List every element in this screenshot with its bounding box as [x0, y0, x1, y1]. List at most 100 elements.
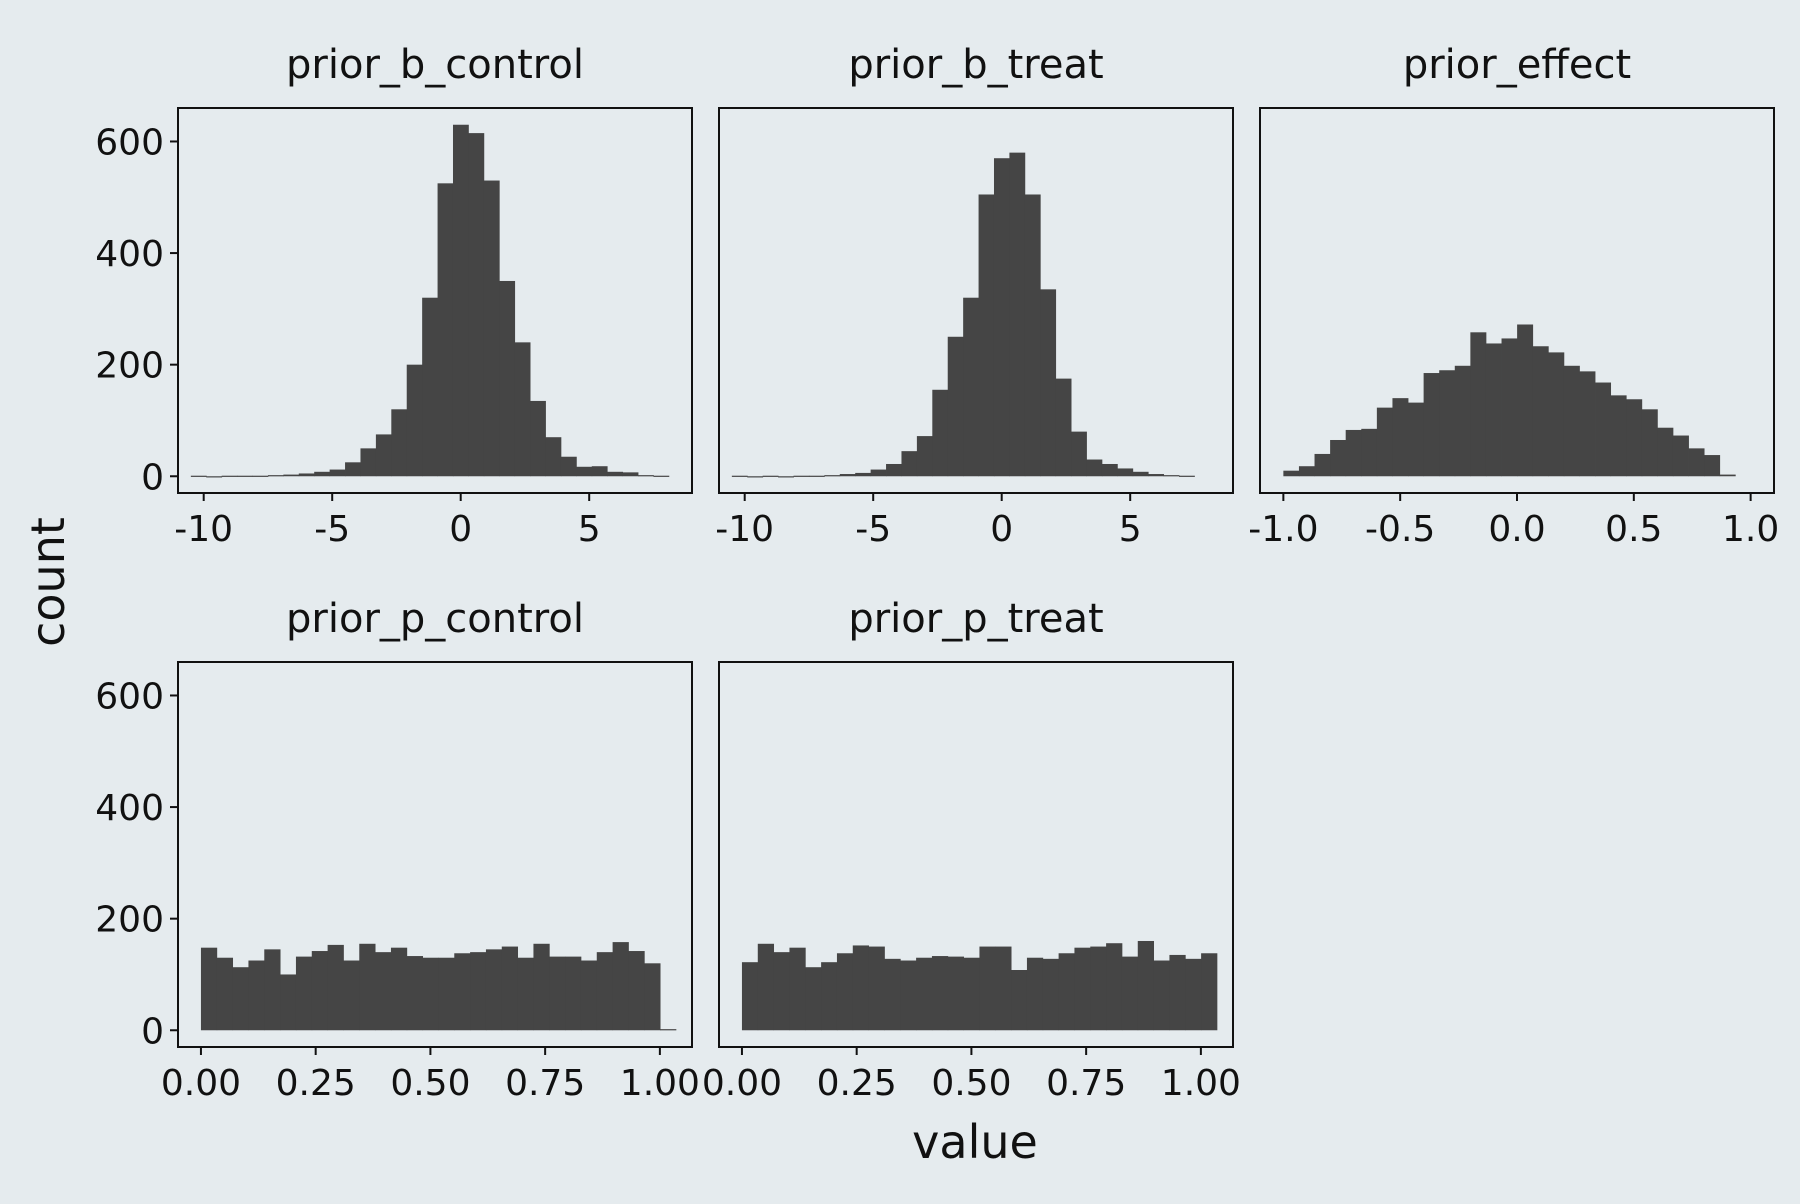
histogram-bar	[545, 437, 562, 477]
histogram-bar	[932, 389, 949, 477]
histogram-bar	[963, 957, 980, 1031]
histogram-bar	[1011, 970, 1028, 1031]
histogram-bar	[1361, 428, 1378, 477]
histogram-bar	[1314, 453, 1331, 477]
histogram-bar	[762, 475, 779, 477]
histogram-bar	[591, 466, 608, 477]
histogram-bar	[1657, 427, 1674, 477]
histogram-bar	[1009, 152, 1026, 477]
x-tick-label: -10	[174, 509, 233, 550]
histogram-bar	[517, 957, 534, 1031]
histogram-bar	[1179, 475, 1195, 477]
histogram-bar	[1101, 463, 1118, 477]
histogram-bar	[1185, 958, 1202, 1031]
histogram-bar	[1470, 332, 1487, 477]
histogram-bar	[1485, 343, 1502, 477]
histogram-bar	[1719, 474, 1736, 477]
histogram-bar	[979, 946, 996, 1031]
histogram-bar	[1408, 402, 1425, 477]
y-tick-label: 600	[95, 122, 164, 163]
histogram-bar	[422, 297, 438, 477]
histogram-bar	[549, 956, 566, 1031]
panel-title: prior_b_treat	[848, 42, 1103, 88]
panel-prior_b_control: prior_b_control 0 200 400 600 -10 -5 0 5	[95, 42, 693, 550]
histogram-bar	[437, 183, 454, 477]
histogram-bar	[836, 953, 854, 1031]
histogram-bar	[638, 475, 654, 477]
histogram-bar	[267, 475, 284, 477]
histogram-bars	[731, 152, 1195, 478]
histogram-bar	[295, 956, 313, 1031]
histogram-bar	[808, 475, 825, 477]
histogram-bar	[1201, 953, 1218, 1031]
histogram-bar	[560, 456, 577, 477]
histogram-bar	[1071, 431, 1087, 477]
histogram-bar	[1454, 365, 1471, 477]
x-tick-label: 0.00	[161, 1063, 241, 1104]
x-tick-label: 1.00	[1161, 1063, 1241, 1104]
histogram-bar	[406, 364, 423, 477]
histogram-bar	[1106, 943, 1123, 1031]
y-tick-label: 0	[141, 1011, 164, 1052]
histogram-bar	[963, 297, 979, 477]
histogram-bar	[1298, 466, 1315, 477]
histogram-bar	[580, 960, 598, 1031]
histogram-bar	[1563, 365, 1580, 477]
histogram-bar	[248, 960, 265, 1031]
histogram-bar	[501, 946, 519, 1031]
histogram-bar	[622, 472, 639, 477]
histogram-bar	[901, 451, 918, 477]
histogram-bar	[360, 448, 377, 477]
y-tick-label: 400	[95, 234, 164, 275]
histogram-bar	[1439, 370, 1456, 477]
x-tick-label: 1.0	[1722, 509, 1779, 550]
histogram-bar	[1055, 378, 1072, 477]
histogram-bar	[1137, 940, 1155, 1031]
histogram-bar	[470, 952, 487, 1031]
histogram-bar	[660, 1029, 677, 1031]
histogram-bar	[452, 124, 469, 477]
histogram-bar	[886, 463, 902, 477]
histogram-bar	[931, 956, 949, 1031]
x-tick-label: 0.75	[1046, 1063, 1126, 1104]
histogram-bar	[1641, 409, 1658, 477]
histogram-bar	[1672, 435, 1689, 477]
histogram-bar	[343, 960, 360, 1031]
histogram-bar	[900, 960, 917, 1031]
histogram-bar	[329, 469, 346, 477]
histogram-bar	[995, 946, 1012, 1031]
histogram-bar	[596, 952, 614, 1031]
y-axis-label: count	[21, 517, 75, 647]
histogram-bar	[1532, 346, 1549, 477]
histogram-bar	[530, 400, 546, 477]
histogram-bar	[852, 945, 870, 1031]
histogram-bar	[390, 947, 408, 1031]
histogram-bar	[221, 475, 238, 477]
histogram-bar	[778, 476, 794, 478]
histogram-bar	[345, 462, 361, 477]
histogram-bar	[468, 133, 485, 477]
histogram-bar	[947, 956, 965, 1031]
y-tick-label: 200	[95, 346, 164, 387]
histogram-bar	[1086, 459, 1103, 477]
panel-border	[718, 661, 1234, 1048]
histogram-bars	[200, 942, 677, 1031]
panel-title: prior_p_treat	[848, 596, 1103, 642]
panel-prior_p_control: prior_p_control 0 200 400 600 0.00 0.25 0.50 0.7…	[95, 596, 700, 1104]
histogram-bar	[232, 967, 249, 1031]
histogram-bar	[1423, 373, 1440, 477]
x-tick-label: -5	[314, 509, 350, 550]
histogram-bar	[454, 953, 471, 1031]
histogram-bar	[283, 474, 300, 477]
histogram-bar	[1117, 468, 1134, 477]
panel-prior_b_treat: prior_b_treat -10 -5 0 5	[715, 42, 1234, 550]
histogram-bar	[483, 180, 500, 477]
panel-title: prior_b_control	[286, 42, 584, 88]
panel-prior_p_treat: prior_p_treat 0.00 0.25 0.50 0.75 1.00	[702, 596, 1241, 1104]
histogram-bar	[280, 974, 297, 1031]
y-tick-label: 400	[95, 788, 164, 829]
histogram-bar	[1132, 471, 1149, 477]
x-tick-label: -1.0	[1248, 509, 1318, 550]
histogram-bar	[839, 474, 856, 477]
histogram-bar	[391, 409, 408, 477]
